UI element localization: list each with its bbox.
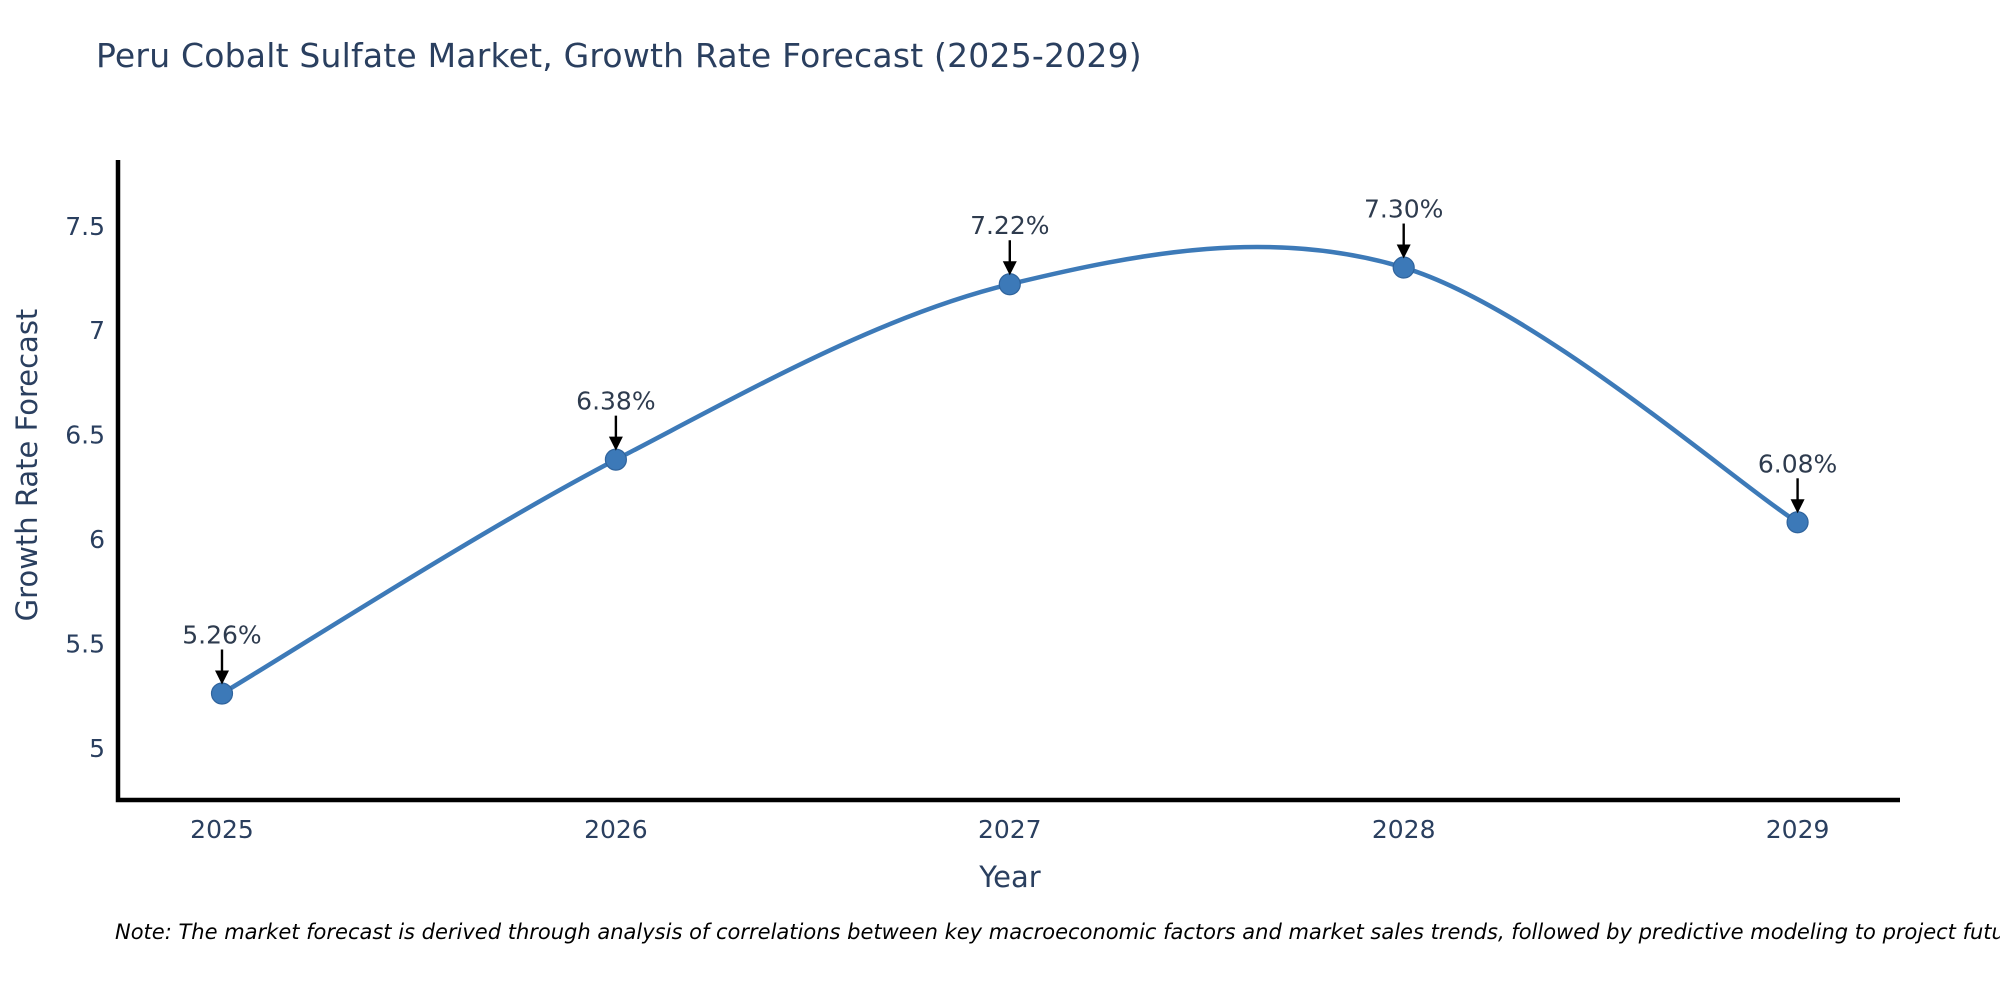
footnote: Note: The market forecast is derived thr… xyxy=(115,920,2000,944)
chart-title: Peru Cobalt Sulfate Market, Growth Rate … xyxy=(96,36,1142,75)
data-point-marker[interactable] xyxy=(210,682,234,705)
data-point-label: 6.08% xyxy=(1758,449,1837,478)
x-tick-label: 2025 xyxy=(190,815,254,844)
data-point-label: 6.38% xyxy=(576,387,655,416)
annotation-arrowhead-icon xyxy=(1790,499,1805,514)
axis-lines xyxy=(115,160,1900,803)
x-tick-label: 2027 xyxy=(978,815,1042,844)
data-point-marker[interactable] xyxy=(998,273,1021,296)
x-tick-label: 2026 xyxy=(584,815,648,844)
trend-line xyxy=(219,244,1800,696)
data-point-marker[interactable] xyxy=(1786,511,1809,534)
y-tick-label: 6 xyxy=(89,525,105,554)
annotation-arrowhead-icon xyxy=(608,436,623,451)
data-point-marker[interactable] xyxy=(1392,256,1415,279)
data-point-label: 7.30% xyxy=(1364,195,1443,224)
x-axis-title: Year xyxy=(979,860,1041,894)
x-tick-label: 2029 xyxy=(1766,815,1830,844)
y-tick-label: 6.5 xyxy=(65,421,105,450)
data-point-marker[interactable] xyxy=(604,448,627,471)
data-point-label: 7.22% xyxy=(970,211,1049,240)
data-point-label: 5.26% xyxy=(182,621,261,650)
y-tick-label: 7.5 xyxy=(65,212,105,241)
annotation-arrowhead-icon xyxy=(1002,261,1017,276)
y-tick-label: 5.5 xyxy=(65,629,105,658)
x-tick-label: 2028 xyxy=(1372,815,1436,844)
y-tick-label: 7 xyxy=(89,316,105,345)
annotation-arrowhead-icon xyxy=(1396,244,1411,259)
y-tick-label: 5 xyxy=(89,734,105,763)
annotation-arrowhead-icon xyxy=(214,670,229,685)
